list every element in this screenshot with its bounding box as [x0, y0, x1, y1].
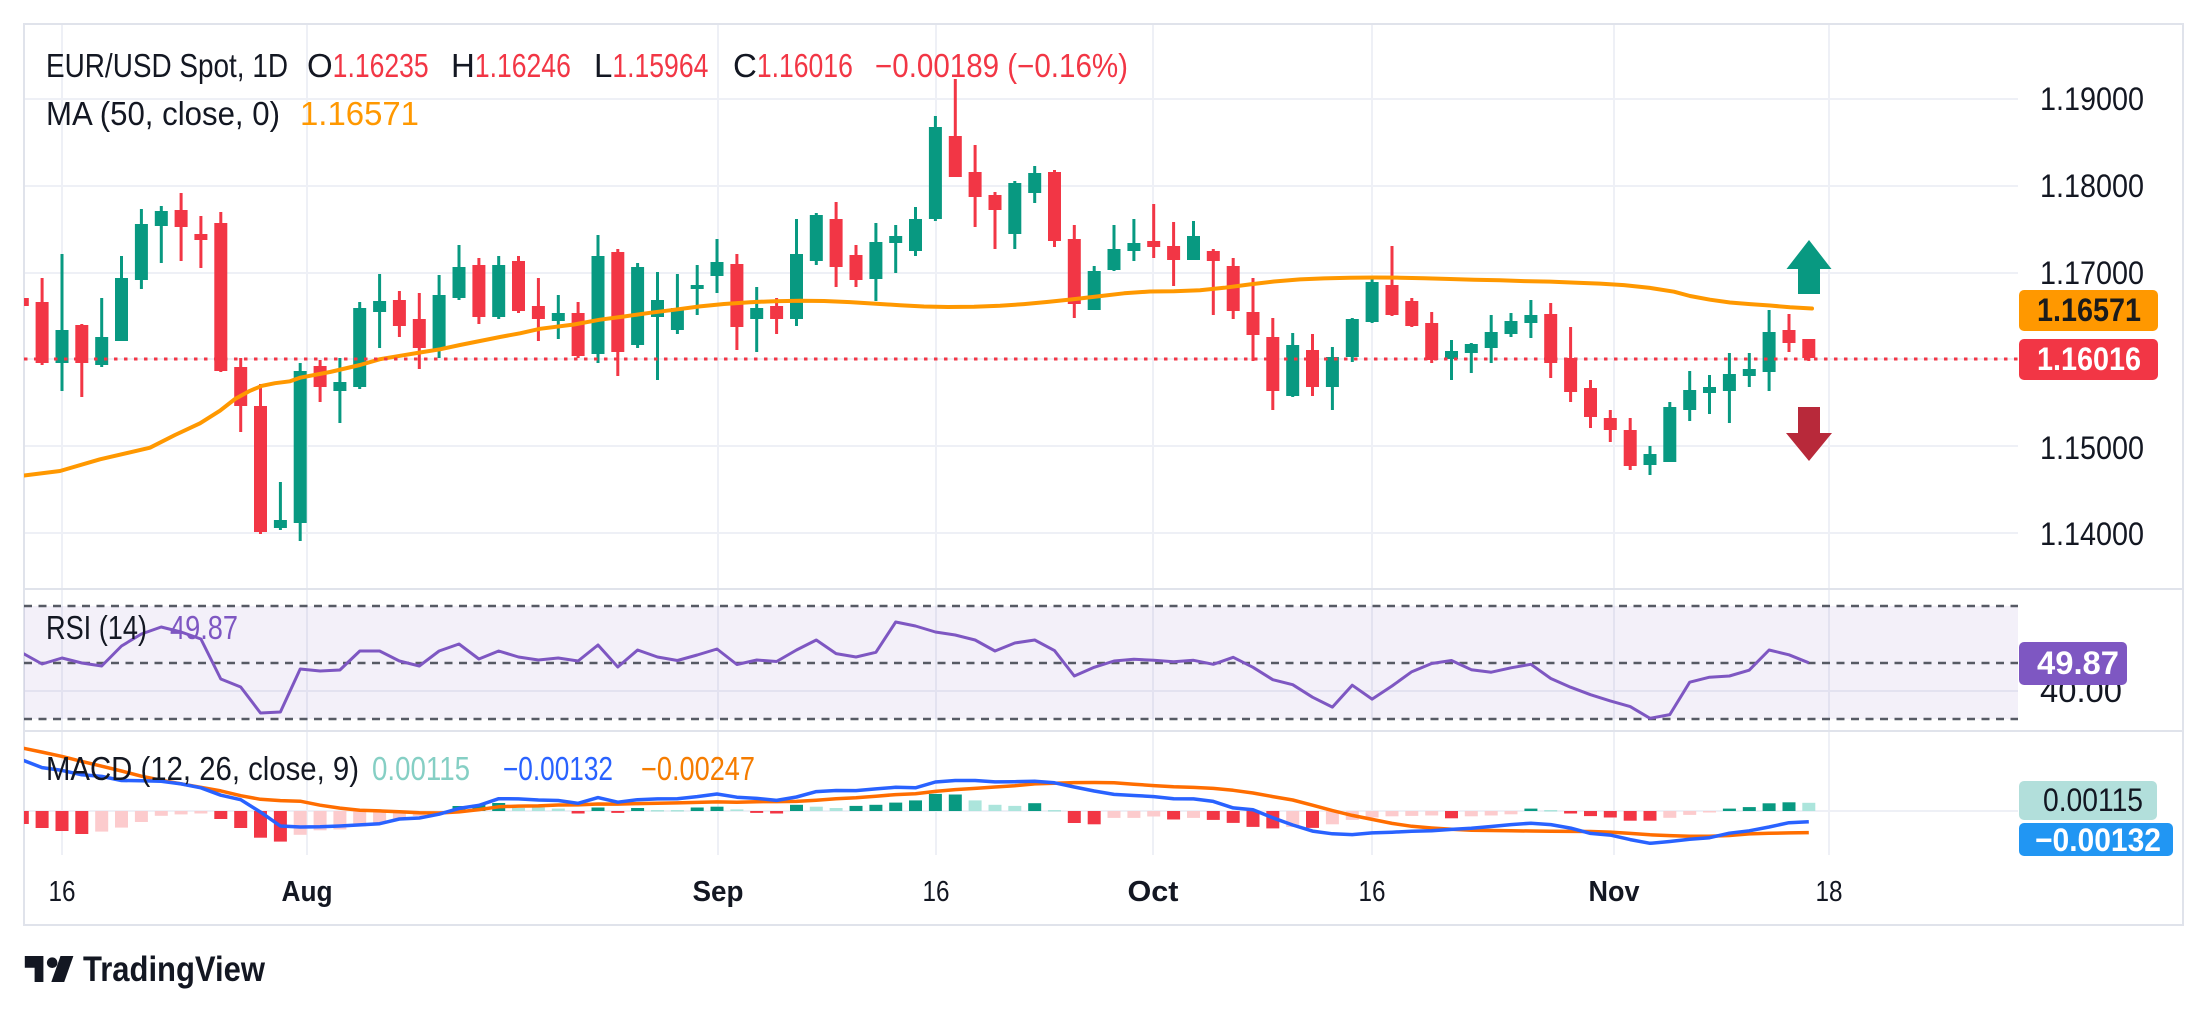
svg-text:Nov: Nov	[1589, 876, 1640, 908]
svg-text:0.00115: 0.00115	[2043, 782, 2143, 818]
svg-text:−0.00132: −0.00132	[2035, 822, 2161, 858]
svg-text:1.16571: 1.16571	[2037, 292, 2141, 328]
svg-text:1.19000: 1.19000	[2040, 81, 2144, 117]
svg-text:49.87: 49.87	[2037, 645, 2119, 681]
svg-text:TradingView: TradingView	[83, 950, 266, 989]
svg-text:1.14000: 1.14000	[2040, 516, 2144, 552]
svg-text:16: 16	[1359, 876, 1386, 908]
svg-text:1.18000: 1.18000	[2040, 168, 2144, 204]
svg-text:MA (50, close, 0)1.16571: MA (50, close, 0) 1.16571	[46, 95, 419, 132]
svg-text:16: 16	[49, 876, 76, 908]
svg-text:Sep: Sep	[693, 876, 744, 908]
svg-text:Aug: Aug	[282, 876, 333, 908]
svg-text:1.16016: 1.16016	[2037, 341, 2141, 377]
svg-text:1.15000: 1.15000	[2040, 430, 2144, 466]
svg-text:RSI (14)49.87: RSI (14) 49.87	[46, 609, 238, 646]
svg-text:16: 16	[923, 876, 950, 908]
svg-text:MACD (12, 26, close, 9)0.00115: MACD (12, 26, close, 9) 0.00115 −0.00132 −0…	[46, 750, 755, 787]
svg-text:1.17000: 1.17000	[2040, 255, 2144, 291]
svg-text:18: 18	[1816, 876, 1843, 908]
svg-text:Oct: Oct	[1128, 876, 1179, 908]
